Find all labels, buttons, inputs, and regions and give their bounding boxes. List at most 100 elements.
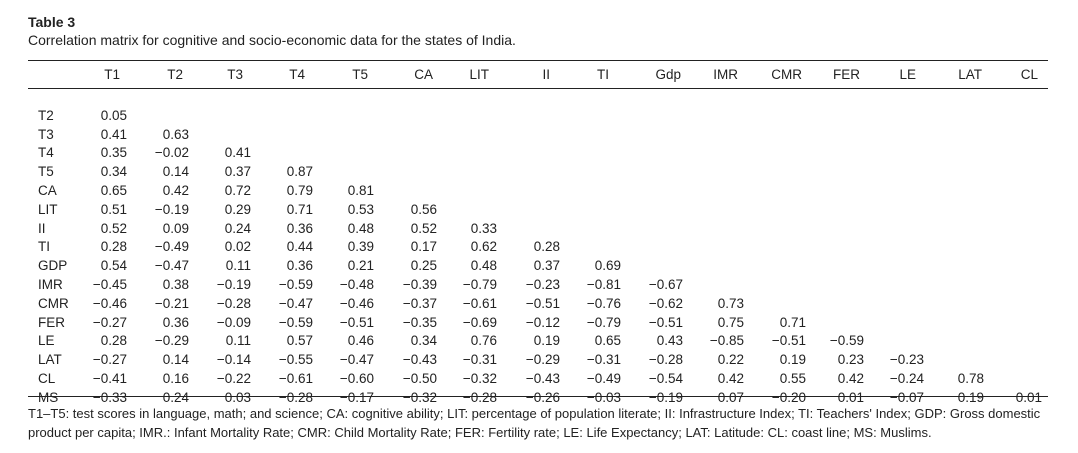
table-cell [380,107,443,126]
table-row: CL −0.41 0.16 −0.22 −0.61 −0.60 −0.50 −0.32 −0.4… [28,370,1048,389]
table-cell: 0.34 [100,164,127,180]
table-cell [930,238,990,257]
top-rule [28,60,1048,61]
table-cell [870,314,930,333]
table-cell [566,238,627,257]
table-cell [443,144,503,163]
table-cell [870,220,930,239]
row-header: IMR [38,276,63,292]
table-cell: 0.57 [286,333,313,349]
table-cell: 0.73 [717,295,744,311]
table-cell [870,257,930,276]
table-cell: −0.43 [402,352,437,368]
table-cell [627,144,689,163]
table-cell [566,220,627,239]
table-cell [870,332,930,351]
table-cell: 0.51 [100,201,127,217]
table-cell [812,201,870,220]
table-cell [750,238,812,257]
table-cell: −0.51 [525,295,560,311]
table-cell [503,201,566,220]
table-cell [930,257,990,276]
table-cell: −0.49 [154,239,189,255]
row-header: GDP [38,258,68,274]
table-cell: 0.48 [347,220,374,236]
table-cell: −0.47 [339,352,374,368]
table-cell: −0.50 [402,370,437,386]
table-cell [812,220,870,239]
table-cell [750,182,812,201]
table-row: CA 0.65 0.42 0.72 0.79 0.81 [28,182,1048,201]
table-cell: −0.85 [709,333,744,349]
row-header: FER [38,314,65,330]
table-cell: 0.34 [410,333,437,349]
table-cell: −0.23 [889,352,924,368]
table-cell [689,182,750,201]
table-row: LE 0.28 −0.29 0.11 0.57 0.46 0.34 0.76 0.19 0.65 0… [28,332,1048,351]
row-header: MS [38,389,59,405]
table-cell: −0.47 [154,258,189,274]
table-cell [380,126,443,145]
table-cell [257,144,319,163]
table-cell: 0.17 [410,239,437,255]
table-cell [750,126,812,145]
table-cell: 0.02 [224,239,251,255]
table-cell: −0.27 [92,352,127,368]
table-cell: −0.59 [278,276,313,292]
table-cell: −0.79 [586,314,621,330]
table-cell: −0.26 [525,389,560,405]
table-cell: 0.54 [100,258,127,274]
table-row: T2 0.05 [28,107,1048,126]
table-cell: 0.19 [779,352,806,368]
table-cell: 0.65 [594,333,621,349]
table-cell: −0.61 [278,370,313,386]
table-cell: −0.79 [462,276,497,292]
column-header: Gdp [655,67,681,82]
table-cell [689,276,750,295]
table-cell: −0.81 [586,276,621,292]
header-rule [28,88,1048,89]
table-cell [930,107,990,126]
table-cell [750,276,812,295]
table-cell: −0.67 [648,276,683,292]
table-cell [689,201,750,220]
table-cell: 0.37 [533,258,560,274]
table-cell [133,107,195,126]
table-cell: 0.11 [225,333,251,349]
table-cell [257,126,319,145]
table-cell: −0.02 [154,145,189,161]
table-cell: 0.78 [957,370,984,386]
row-header: CMR [38,295,69,311]
table-cell [812,126,870,145]
table-body: T2 0.05 T3 0.41 0.63 T4 0.35 −0.02 0.41 T5 0.34 0.1… [28,88,1048,408]
table-row: GDP 0.54 −0.47 0.11 0.36 0.21 0.25 0.48 0.37 0.69 [28,257,1048,276]
column-header: T5 [352,67,368,82]
column-header: T1 [104,67,120,82]
table-cell: 0.37 [224,164,251,180]
table-header: T1 T2 T3 T4 T5 CA LIT II TI Gdp IMR CMR FER LE LAT CL [28,62,1048,88]
table-cell [627,201,689,220]
table-cell [990,163,1048,182]
table-cell: −0.31 [462,352,497,368]
table-cell: 0.28 [533,239,560,255]
table-cell [812,314,870,333]
table-cell: 0.35 [100,145,127,161]
table-cell: 0.62 [470,239,497,255]
table-cell: 0.65 [100,182,127,198]
row-header: LAT [38,352,62,368]
table-row: FER −0.27 0.36 −0.09 −0.59 −0.51 −0.35 −0.69 −0.… [28,314,1048,333]
table-cell [870,238,930,257]
table-cell [380,144,443,163]
table-cell [319,107,380,126]
column-header: FER [833,67,860,82]
column-header: LIT [469,67,489,82]
table-cell: 0.44 [286,239,313,255]
table-cell: −0.27 [92,314,127,330]
table-cell [380,182,443,201]
table-cell [689,220,750,239]
table-cell: −0.62 [648,295,683,311]
table-cell: −0.47 [278,295,313,311]
table-cell [689,107,750,126]
table-cell: 0.05 [100,107,127,123]
table-cell: 0.41 [224,145,251,161]
